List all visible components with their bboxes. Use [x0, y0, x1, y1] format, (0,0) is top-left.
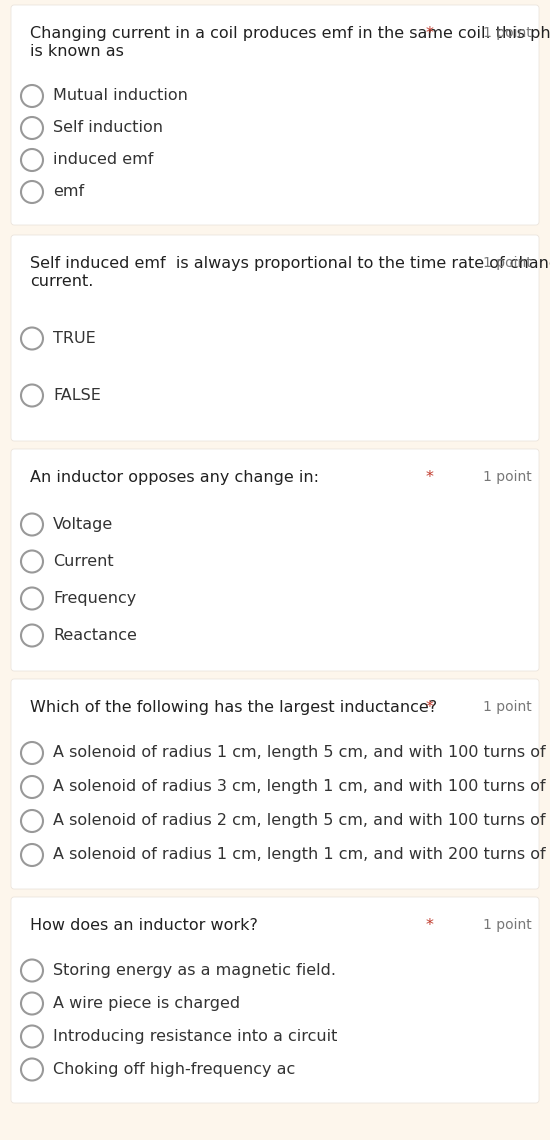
Text: How does an inductor work?: How does an inductor work? — [30, 918, 258, 933]
Circle shape — [21, 587, 43, 610]
FancyBboxPatch shape — [11, 5, 539, 225]
Text: An inductor opposes any change in:  *: An inductor opposes any change in: * — [30, 470, 337, 484]
Text: Self induction: Self induction — [53, 121, 163, 136]
Text: 1 point: 1 point — [483, 256, 532, 270]
Text: *: * — [426, 26, 434, 41]
Text: TRUE: TRUE — [53, 331, 96, 347]
Circle shape — [21, 742, 43, 764]
Text: Mutual induction: Mutual induction — [53, 89, 188, 104]
Circle shape — [21, 1059, 43, 1081]
FancyBboxPatch shape — [11, 897, 539, 1104]
Circle shape — [21, 811, 43, 832]
Text: induced emf: induced emf — [53, 153, 153, 168]
Text: 1 point: 1 point — [483, 918, 532, 933]
Circle shape — [21, 993, 43, 1015]
Circle shape — [21, 844, 43, 866]
Text: FALSE: FALSE — [53, 388, 101, 404]
Text: 1 point: 1 point — [483, 700, 532, 714]
FancyBboxPatch shape — [11, 679, 539, 889]
Circle shape — [21, 625, 43, 646]
Text: 1 point: 1 point — [483, 26, 532, 40]
Circle shape — [21, 181, 43, 203]
Text: A wire piece is charged: A wire piece is charged — [53, 996, 240, 1011]
Circle shape — [21, 117, 43, 139]
Text: current.: current. — [30, 274, 94, 290]
Circle shape — [21, 1026, 43, 1048]
Text: A solenoid of radius 1 cm, length 1 cm, and with 200 turns of wire per centimete: A solenoid of radius 1 cm, length 1 cm, … — [53, 847, 550, 863]
Text: Introducing resistance into a circuit: Introducing resistance into a circuit — [53, 1029, 337, 1044]
Text: emf: emf — [53, 185, 84, 200]
Circle shape — [21, 384, 43, 407]
Text: A solenoid of radius 3 cm, length 1 cm, and with 100 turns of wire per centimete: A solenoid of radius 3 cm, length 1 cm, … — [53, 780, 550, 795]
Circle shape — [21, 86, 43, 107]
Text: Which of the following has the largest inductance?: Which of the following has the largest i… — [30, 700, 437, 715]
Text: *: * — [426, 918, 434, 933]
Text: Self induced emf  is always proportional to the time rate of change of the: Self induced emf is always proportional … — [30, 256, 550, 271]
FancyBboxPatch shape — [11, 449, 539, 671]
Text: Frequency: Frequency — [53, 591, 136, 606]
Text: *: * — [426, 700, 434, 715]
Text: *: * — [426, 470, 434, 484]
Circle shape — [21, 513, 43, 536]
Text: A solenoid of radius 2 cm, length 5 cm, and with 100 turns of wire per centimete: A solenoid of radius 2 cm, length 5 cm, … — [53, 814, 550, 829]
Text: How does an inductor work?  *: How does an inductor work? * — [30, 918, 276, 933]
FancyBboxPatch shape — [11, 235, 539, 441]
Circle shape — [21, 960, 43, 982]
Text: Storing energy as a magnetic field.: Storing energy as a magnetic field. — [53, 963, 336, 978]
Text: Changing current in a coil produces emf in the same coil. this phenomenon: Changing current in a coil produces emf … — [30, 26, 550, 41]
Circle shape — [21, 551, 43, 572]
Circle shape — [21, 327, 43, 350]
Text: 1 point: 1 point — [483, 470, 532, 484]
Text: Which of the following has the largest inductance?  *: Which of the following has the largest i… — [30, 700, 455, 715]
Text: Voltage: Voltage — [53, 518, 113, 532]
Circle shape — [21, 776, 43, 798]
Text: Reactance: Reactance — [53, 628, 137, 643]
Text: Choking off high-frequency ac: Choking off high-frequency ac — [53, 1062, 295, 1077]
Text: is known as: is known as — [30, 44, 124, 59]
Text: Current: Current — [53, 554, 114, 569]
Text: An inductor opposes any change in:: An inductor opposes any change in: — [30, 470, 319, 484]
Circle shape — [21, 149, 43, 171]
Text: A solenoid of radius 1 cm, length 5 cm, and with 100 turns of wire per centimete: A solenoid of radius 1 cm, length 5 cm, … — [53, 746, 550, 760]
